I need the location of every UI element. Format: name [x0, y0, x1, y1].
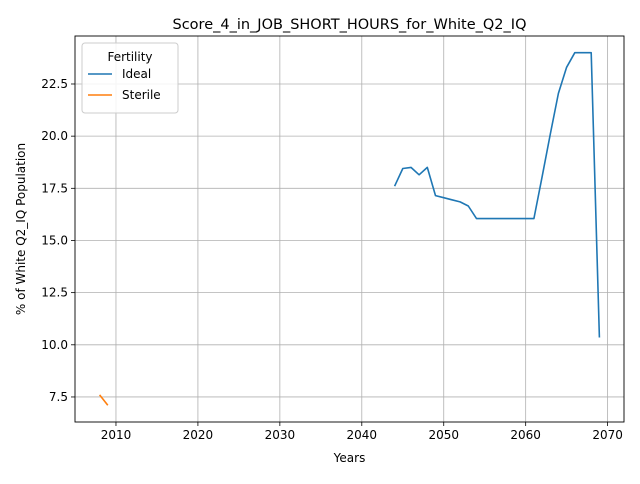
x-tick-label: 2040 — [347, 428, 378, 442]
y-tick-label: 7.5 — [49, 390, 68, 404]
series-line-ideal — [393, 51, 601, 338]
legend-label-sterile: Sterile — [122, 88, 161, 102]
x-tick-label: 2060 — [510, 428, 541, 442]
x-tick-label: 2050 — [428, 428, 459, 442]
series-lines — [98, 51, 601, 406]
y-axis-label: % of White Q2_IQ Population — [14, 143, 28, 315]
chart-title: Score_4_in_JOB_SHORT_HOURS_for_White_Q2_… — [173, 17, 527, 33]
y-tick-label: 12.5 — [41, 286, 68, 300]
legend-entries: Ideal Sterile — [88, 67, 161, 102]
plot-frame — [74, 35, 625, 423]
x-tick-label: 2070 — [592, 428, 623, 442]
y-tick-label: 15.0 — [41, 233, 68, 247]
legend-title: Fertility — [107, 50, 152, 64]
y-tick-label: 20.0 — [41, 129, 68, 143]
legend: Fertility Ideal Sterile — [81, 42, 179, 114]
y-tick-label: 17.5 — [41, 181, 68, 195]
series-line-sterile — [98, 394, 109, 406]
y-tick-label: 22.5 — [41, 77, 68, 91]
y-tick-label: 10.0 — [41, 338, 68, 352]
x-tick-label: 2010 — [101, 428, 132, 442]
x-tick-label: 2030 — [265, 428, 296, 442]
x-axis-label: Years — [333, 451, 366, 465]
legend-label-ideal: Ideal — [122, 67, 151, 81]
axis-ticks: 2010 2020 2030 2040 2050 2060 2070 7.5 10.0 12.5 1… — [41, 77, 623, 442]
grid — [75, 36, 624, 422]
x-tick-label: 2020 — [183, 428, 214, 442]
